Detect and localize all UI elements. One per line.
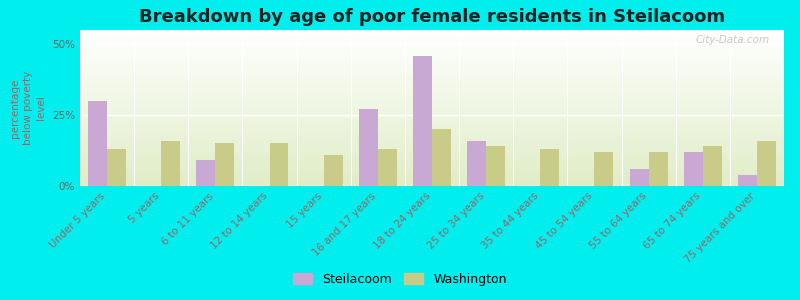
Bar: [738, 175, 757, 186]
Bar: [630, 169, 649, 186]
Bar: [107, 149, 126, 186]
Legend: Steilacoom, Washington: Steilacoom, Washington: [288, 268, 512, 291]
Bar: [378, 149, 397, 186]
Bar: [467, 141, 486, 186]
Bar: [162, 141, 180, 186]
Bar: [359, 110, 378, 186]
Y-axis label: percentage
below poverty
level: percentage below poverty level: [10, 71, 46, 145]
Bar: [215, 143, 234, 186]
Bar: [540, 149, 559, 186]
Bar: [432, 129, 451, 186]
Bar: [413, 56, 432, 186]
Bar: [197, 160, 215, 186]
Bar: [88, 101, 107, 186]
Bar: [684, 152, 702, 186]
Bar: [649, 152, 667, 186]
Title: Breakdown by age of poor female residents in Steilacoom: Breakdown by age of poor female resident…: [139, 8, 725, 26]
Bar: [594, 152, 614, 186]
Bar: [486, 146, 505, 186]
Text: City-Data.com: City-Data.com: [696, 35, 770, 45]
Bar: [270, 143, 289, 186]
Bar: [324, 155, 342, 186]
Bar: [702, 146, 722, 186]
Bar: [757, 141, 776, 186]
